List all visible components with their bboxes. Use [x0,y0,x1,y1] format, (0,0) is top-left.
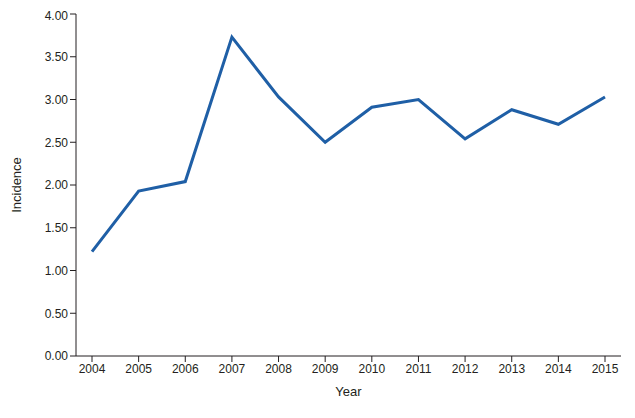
svg-text:Year: Year [335,384,362,399]
svg-text:2011: 2011 [406,362,432,376]
svg-text:2007: 2007 [219,362,246,376]
svg-text:2009: 2009 [312,362,339,376]
svg-text:2012: 2012 [452,362,479,376]
svg-text:0.00: 0.00 [45,349,69,363]
svg-text:2004: 2004 [79,362,106,376]
svg-text:1.50: 1.50 [45,221,69,235]
svg-text:2013: 2013 [498,362,525,376]
svg-text:2008: 2008 [265,362,292,376]
svg-text:4.00: 4.00 [45,9,69,23]
svg-text:1.00: 1.00 [45,264,69,278]
svg-text:2010: 2010 [358,362,385,376]
svg-text:2015: 2015 [592,362,619,376]
svg-text:0.50: 0.50 [45,307,69,321]
svg-text:Incidence: Incidence [9,157,24,213]
svg-text:2006: 2006 [172,362,199,376]
svg-text:2.00: 2.00 [45,178,69,192]
svg-text:2.50: 2.50 [45,136,69,150]
svg-text:2014: 2014 [545,362,572,376]
svg-text:3.00: 3.00 [45,93,69,107]
svg-text:3.50: 3.50 [45,50,69,64]
svg-text:2005: 2005 [125,362,152,376]
